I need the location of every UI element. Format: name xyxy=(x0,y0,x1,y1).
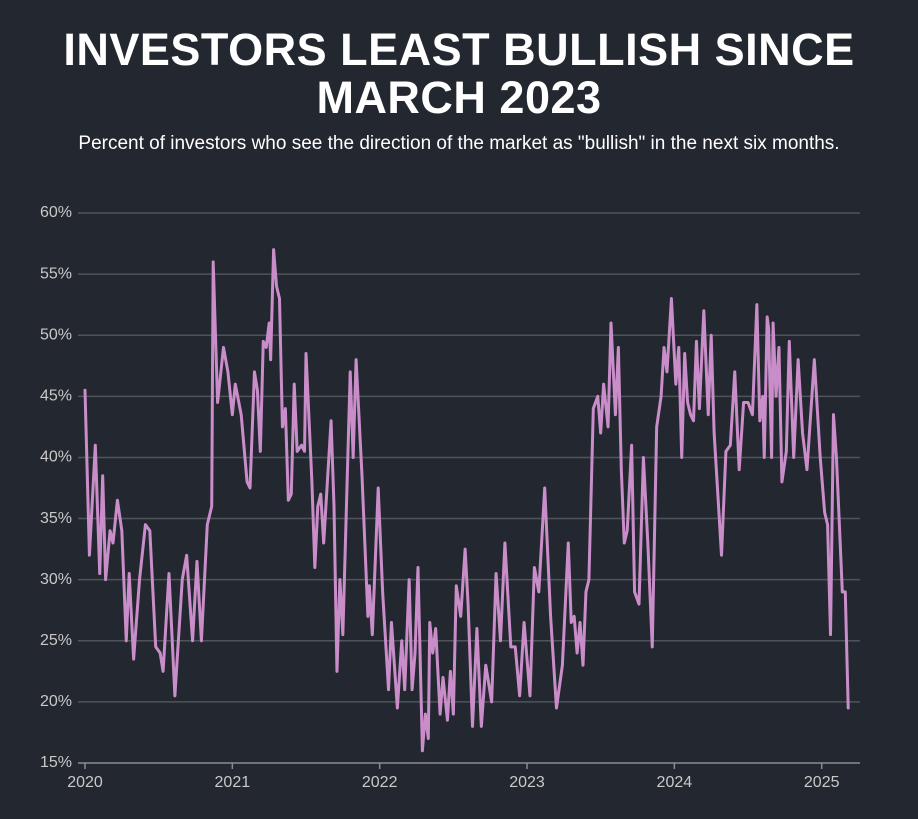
y-tick-label: 55% xyxy=(40,265,72,282)
y-tick-label: 45% xyxy=(40,388,72,405)
x-tick-label: 2024 xyxy=(657,774,693,791)
y-tick-label: 25% xyxy=(40,632,72,649)
chart-subtitle: Percent of investors who see the directi… xyxy=(78,133,840,154)
y-tick-label: 15% xyxy=(40,754,72,771)
data-line xyxy=(83,248,850,753)
y-tick-label: 35% xyxy=(40,510,72,527)
x-tick-label: 2025 xyxy=(804,774,840,791)
x-tick-label: 2020 xyxy=(67,774,103,791)
y-tick-label: 30% xyxy=(40,571,72,588)
x-tick-label: 2023 xyxy=(509,774,545,791)
y-tick-label: 20% xyxy=(40,693,72,710)
x-tick-label: 2022 xyxy=(362,774,398,791)
chart-title: INVESTORS LEAST BULLISH SINCE MARCH 2023 xyxy=(63,24,855,123)
x-tick-label: 2021 xyxy=(215,774,251,791)
y-tick-label: 60% xyxy=(40,204,72,221)
y-tick-label: 40% xyxy=(40,449,72,466)
y-tick-label: 50% xyxy=(40,326,72,343)
